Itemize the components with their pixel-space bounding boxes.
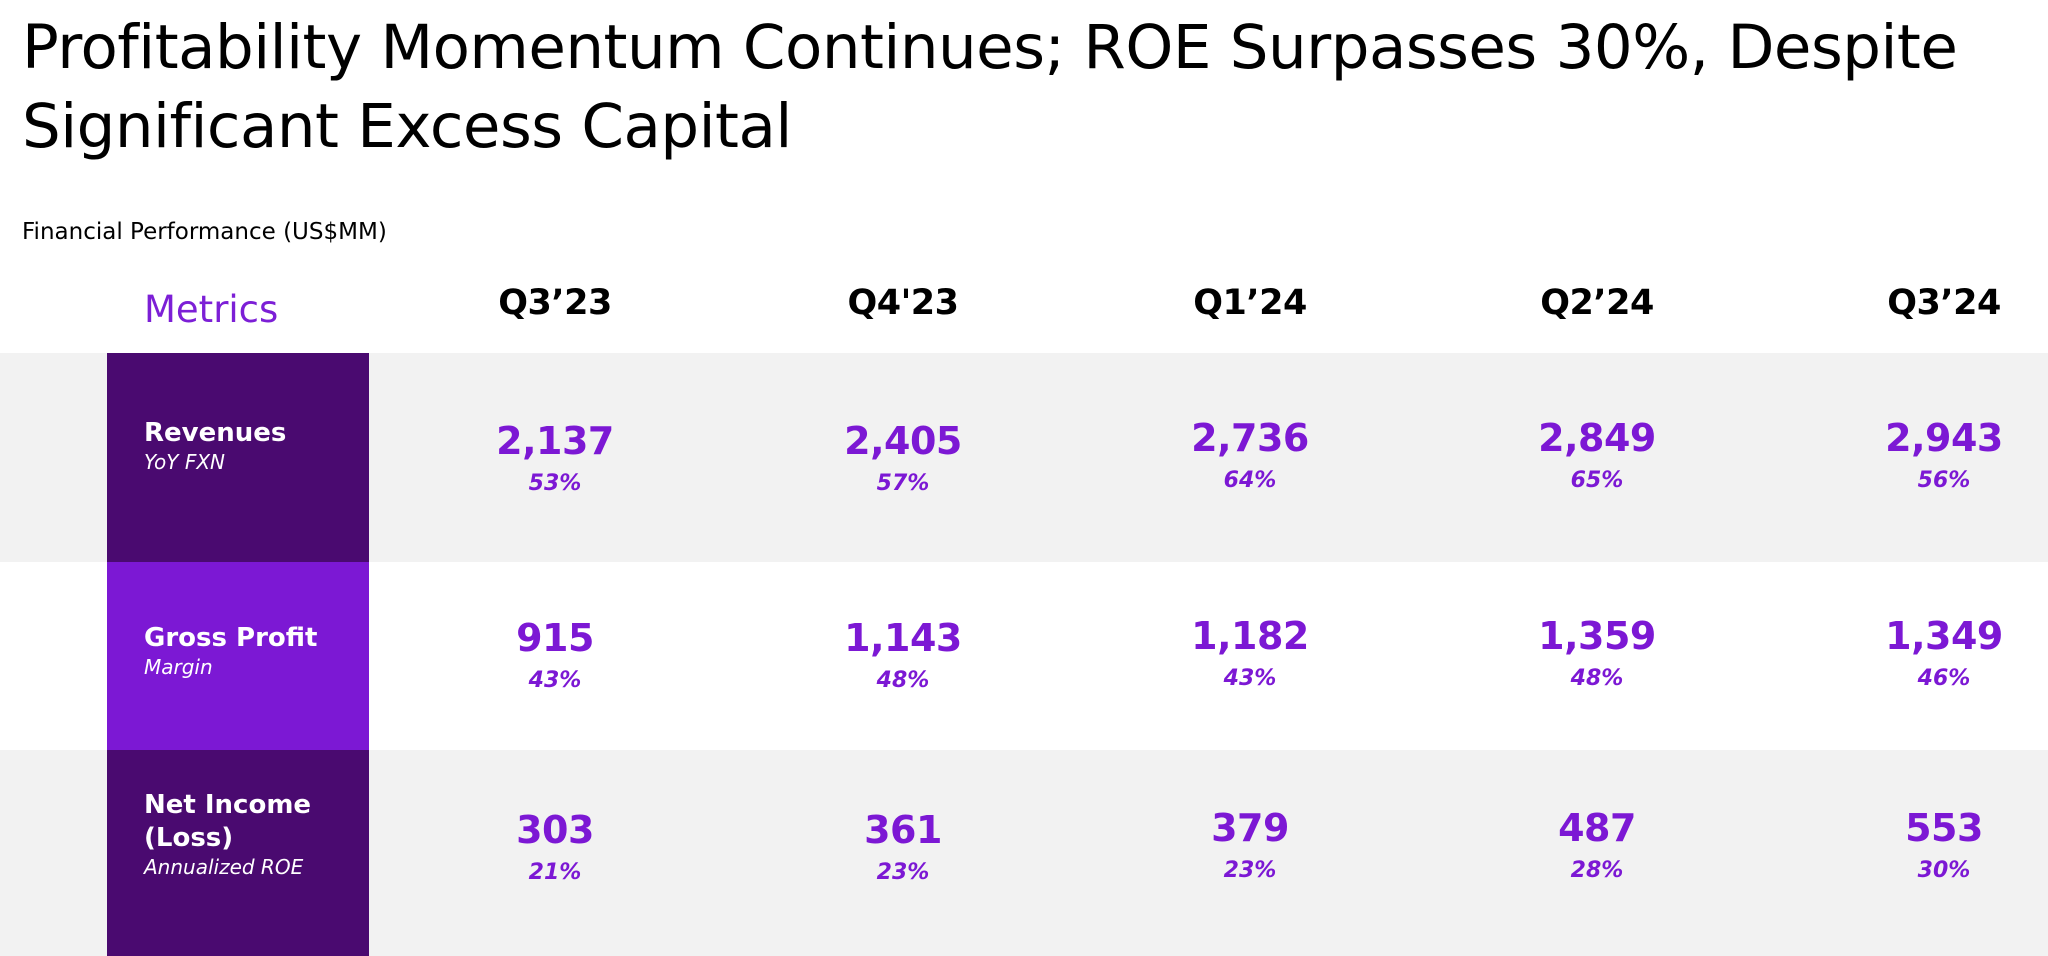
cell-percent: 23% (876, 860, 930, 885)
table-cell: 361 23% (783, 807, 1023, 887)
column-header-q3-24: Q3’24 (1887, 283, 2001, 323)
metric-subtitle: YoY FXN (144, 449, 225, 474)
cell-value: 2,137 (496, 419, 614, 463)
cell-percent: 43% (1223, 666, 1277, 691)
metric-subtitle: Margin (144, 655, 213, 679)
cell-percent: 23% (1223, 858, 1277, 883)
cell-percent: 43% (528, 668, 582, 693)
table-cell: 2,849 65% (1477, 415, 1717, 495)
table-cell: 1,349 46% (1824, 613, 2048, 693)
table-cell: 487 28% (1477, 805, 1717, 885)
table-cell: 1,143 48% (783, 615, 1023, 695)
metric-name: Gross Profit (144, 623, 318, 653)
cell-value: 2,943 (1885, 416, 2003, 460)
cell-value: 303 (516, 808, 594, 852)
cell-percent: 57% (876, 471, 930, 496)
table-cell: 379 23% (1130, 805, 1370, 885)
cell-value: 2,736 (1191, 416, 1309, 460)
table-cell: 2,736 64% (1130, 415, 1370, 495)
cell-percent: 56% (1917, 468, 1971, 493)
cell-percent: 64% (1223, 468, 1277, 493)
table-cell: 1,182 43% (1130, 613, 1370, 693)
cell-value: 1,143 (844, 616, 962, 660)
table-cell: 1,359 48% (1477, 613, 1717, 693)
metrics-header: Metrics (144, 288, 279, 331)
table-cell: 2,943 56% (1824, 415, 2048, 495)
column-header-q2-24: Q2’24 (1540, 283, 1654, 323)
row-label-revenues: Revenues YoY FXN (107, 353, 369, 562)
cell-percent: 46% (1917, 666, 1971, 691)
cell-value: 2,405 (844, 419, 962, 463)
cell-percent: 30% (1917, 858, 1971, 883)
table-cell: 553 30% (1824, 805, 2048, 885)
cell-percent: 28% (1570, 858, 1624, 883)
cell-percent: 53% (528, 471, 582, 496)
cell-value: 1,349 (1885, 614, 2003, 658)
row-label-gross-profit: Gross Profit Margin (107, 562, 369, 750)
cell-percent: 65% (1570, 468, 1624, 493)
cell-value: 553 (1905, 806, 1983, 850)
table-cell: 2,405 57% (783, 418, 1023, 498)
column-header-q1-24: Q1’24 (1193, 283, 1307, 323)
cell-percent: 48% (876, 668, 930, 693)
cell-value: 361 (864, 808, 942, 852)
column-header-q4-23: Q4'23 (847, 283, 959, 323)
row-label-net-income: Net Income (Loss) Annualized ROE (107, 750, 369, 956)
cell-value: 1,182 (1191, 614, 1309, 658)
table-cell: 303 21% (435, 807, 675, 887)
column-header-q3-23: Q3’23 (498, 283, 612, 323)
cell-value: 2,849 (1538, 416, 1656, 460)
metric-name: Revenues (144, 417, 287, 448)
cell-value: 487 (1558, 806, 1636, 850)
table-subtitle: Financial Performance (US$MM) (22, 219, 387, 245)
cell-percent: 48% (1570, 666, 1624, 691)
table-cell: 2,137 53% (435, 418, 675, 498)
slide-title: Profitability Momentum Continues; ROE Su… (22, 12, 1958, 162)
metric-subtitle: Annualized ROE (144, 854, 304, 879)
cell-value: 915 (516, 616, 594, 660)
metric-name: Net Income (Loss) (144, 789, 312, 853)
table-cell: 915 43% (435, 615, 675, 695)
cell-percent: 21% (528, 860, 582, 885)
cell-value: 1,359 (1538, 614, 1656, 658)
cell-value: 379 (1211, 806, 1289, 850)
